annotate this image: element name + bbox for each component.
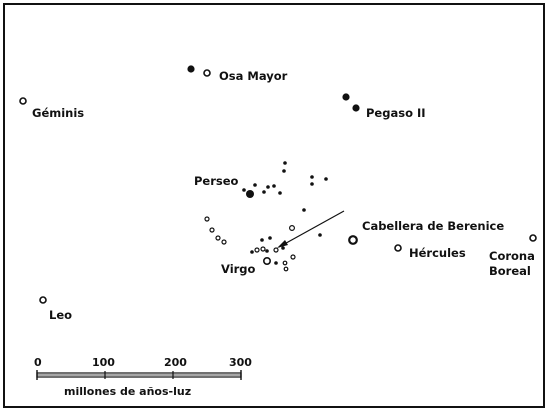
scale-caption: millones de años-luz — [64, 385, 191, 398]
pegaso-marker-1 — [342, 93, 350, 101]
osa-mayor-open-marker — [203, 69, 211, 77]
label-hercules: Hércules — [409, 246, 466, 260]
label-geminis: Géminis — [32, 106, 84, 120]
leo-marker — [39, 296, 47, 304]
scale-tick-0: 0 — [34, 356, 42, 369]
label-virgo: Virgo — [221, 262, 256, 276]
diagram-frame — [3, 3, 545, 408]
label-leo: Leo — [49, 308, 72, 322]
scale-bar: 0 100 200 300 millones de años-luz — [34, 356, 252, 398]
geminis-marker — [19, 97, 27, 105]
label-corona: Corona — [489, 249, 535, 263]
hercules-marker — [394, 244, 402, 252]
label-pegaso: Pegaso II — [366, 106, 426, 120]
osa-mayor-filled-marker — [187, 65, 195, 73]
scale-tick-300: 300 — [229, 356, 252, 369]
label-boreal: Boreal — [489, 264, 531, 278]
label-osa-mayor: Osa Mayor — [219, 69, 288, 83]
scale-tick-200: 200 — [164, 356, 187, 369]
pegaso-marker-2 — [352, 104, 360, 112]
virgo-main-marker — [262, 256, 271, 265]
scale-tick-100: 100 — [92, 356, 115, 369]
cabellera-marker — [348, 235, 358, 245]
corona-boreal-marker — [529, 234, 537, 242]
perseo-main-marker — [246, 190, 254, 198]
virgo-cluster-filled-dots — [250, 233, 322, 265]
virgo-cluster-open-dots — [204, 216, 296, 272]
direction-arrow-head — [277, 240, 288, 248]
label-perseo: Perseo — [194, 174, 239, 188]
direction-arrow-line — [278, 210, 345, 248]
perseo-cluster-dots — [242, 161, 328, 212]
label-cabellera: Cabellera de Berenice — [362, 219, 504, 233]
